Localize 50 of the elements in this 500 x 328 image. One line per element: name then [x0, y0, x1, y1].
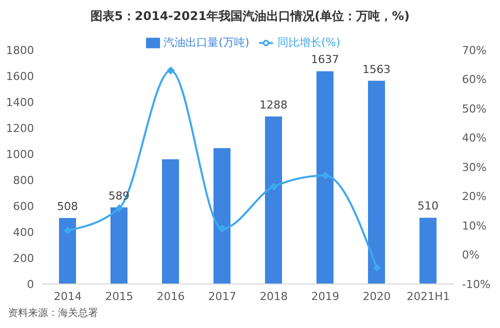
y2-tick-label: 20%	[462, 190, 486, 204]
point	[218, 224, 226, 233]
y2-tick-label: 10%	[462, 219, 486, 232]
point	[115, 204, 124, 212]
chart-title: 图表5：2014-2021年我国汽油出口情况(单位：万吨，%)	[89, 8, 411, 25]
y-tick-label: 200	[13, 252, 34, 265]
x-tick-label: 2019	[311, 290, 340, 303]
x-tick-label: 2014	[54, 290, 82, 303]
y2-tick-label: 30%	[462, 160, 486, 174]
bar	[316, 71, 334, 284]
y2-tick-label: 0%	[462, 248, 480, 262]
point	[270, 182, 278, 191]
x-tick-label: 2020	[362, 290, 391, 303]
y2-tick-label: -10%	[462, 278, 490, 291]
y2-tick-label: 70%	[462, 44, 486, 57]
x-tick-label: 2017	[208, 290, 236, 303]
bar	[420, 218, 436, 284]
data-label: 1563	[362, 62, 390, 76]
y2-tick-label: 40%	[462, 132, 486, 145]
legend-label: 汽油出口量(万吨)	[164, 36, 250, 49]
point	[166, 66, 175, 74]
y-tick-label: 1600	[6, 70, 34, 83]
point	[64, 226, 72, 234]
data-label: 510	[418, 200, 438, 213]
bar	[162, 159, 179, 284]
bar	[368, 80, 385, 284]
y2-tick-label: 50%	[462, 102, 486, 116]
legend-label: 同比增长(%)	[277, 36, 340, 49]
y-tick-label: 1000	[6, 148, 34, 161]
point	[372, 264, 381, 272]
x-tick-label: 2021H1	[406, 290, 450, 303]
y-tick-label: 400	[13, 226, 34, 239]
y2-tick-label: 60%	[462, 73, 486, 86]
x-tick-label: 2016	[156, 290, 185, 303]
y-tick-label: 1200	[6, 122, 34, 135]
bar	[110, 207, 128, 284]
y-tick-label: 600	[13, 200, 34, 213]
y-tick-label: 1400	[6, 96, 34, 109]
bar	[214, 148, 230, 284]
data-label: 1637	[311, 53, 339, 66]
y-tick-label: 1800	[6, 44, 34, 57]
data-label: 1288	[260, 98, 288, 112]
text: 资料来源：海关总署	[8, 306, 98, 320]
bar	[265, 116, 282, 284]
x-tick-label: 2015	[105, 290, 134, 303]
data-label: 508	[57, 200, 78, 213]
y-tick-label: 800	[13, 174, 34, 187]
bar	[59, 218, 76, 284]
x-tick-label: 2018	[260, 290, 288, 303]
y-tick-label: 0	[27, 278, 34, 291]
